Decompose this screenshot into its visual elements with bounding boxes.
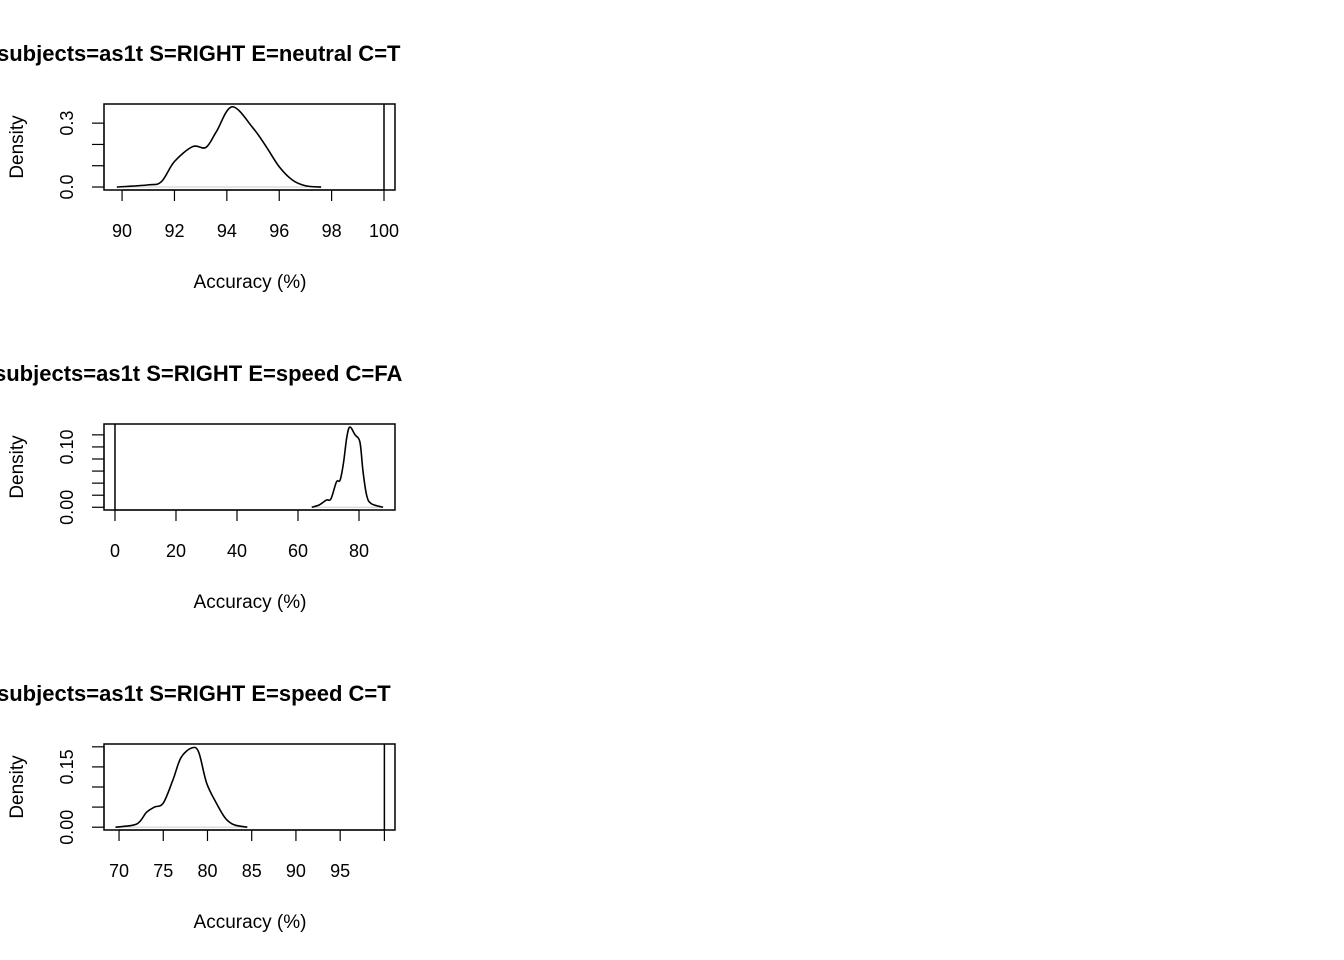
- density-curve: [115, 746, 248, 828]
- x-axis-label: Accuracy (%): [194, 272, 307, 293]
- x-tick-label: 40: [227, 541, 247, 561]
- plot-box: [103, 743, 396, 831]
- x-tick-label: 90: [112, 221, 132, 241]
- chart-title: subjects=as1t S=RIGHT E=speed C=T: [0, 681, 391, 706]
- x-tick-label: 96: [269, 221, 289, 241]
- x-tick-label: 85: [242, 861, 262, 881]
- density-curve: [311, 426, 384, 509]
- x-axis-label: Accuracy (%): [194, 592, 307, 613]
- x-tick-label: 98: [322, 221, 342, 241]
- y-tick-label: 0.00: [57, 810, 77, 845]
- density-panel-2: subjects=as1t S=RIGHT E=speed C=FA 0 20 40 6…: [0, 361, 402, 613]
- y-axis-label: Density: [7, 435, 28, 499]
- x-tick-label: 80: [349, 541, 369, 561]
- x-tick-label: 70: [109, 861, 129, 881]
- x-tick-label: 80: [197, 861, 217, 881]
- x-tick-label: 0: [110, 541, 120, 561]
- x-axis-label: Accuracy (%): [194, 912, 307, 933]
- density-panel-3: subjects=as1t S=RIGHT E=speed C=T 70 75 80 8…: [0, 681, 396, 933]
- x-tick-label: 92: [164, 221, 184, 241]
- x-tick-label: 75: [153, 861, 173, 881]
- y-tick-label: 0.3: [57, 111, 77, 136]
- y-tick-label: 0.0: [57, 175, 77, 200]
- x-tick-label: 90: [286, 861, 306, 881]
- x-tick-label: 95: [330, 861, 350, 881]
- x-tick-label: 60: [288, 541, 308, 561]
- x-tick-label: 100: [369, 221, 399, 241]
- x-tick-label: 20: [166, 541, 186, 561]
- y-tick-label: 0.15: [57, 749, 77, 784]
- density-curve: [116, 105, 322, 188]
- plot-box: [103, 103, 396, 191]
- y-tick-label: 0.10: [57, 429, 77, 464]
- chart-title: subjects=as1t S=RIGHT E=neutral C=T: [0, 41, 401, 66]
- density-panel-1: subjects=as1t S=RIGHT E=neutral C=T 90 92 9…: [0, 41, 401, 293]
- y-tick-label: 0.00: [57, 490, 77, 525]
- y-axis-label: Density: [7, 755, 28, 819]
- chart-title: subjects=as1t S=RIGHT E=speed C=FA: [0, 361, 402, 386]
- plot-box: [103, 423, 396, 511]
- y-axis-label: Density: [7, 115, 28, 179]
- x-tick-label: 94: [217, 221, 237, 241]
